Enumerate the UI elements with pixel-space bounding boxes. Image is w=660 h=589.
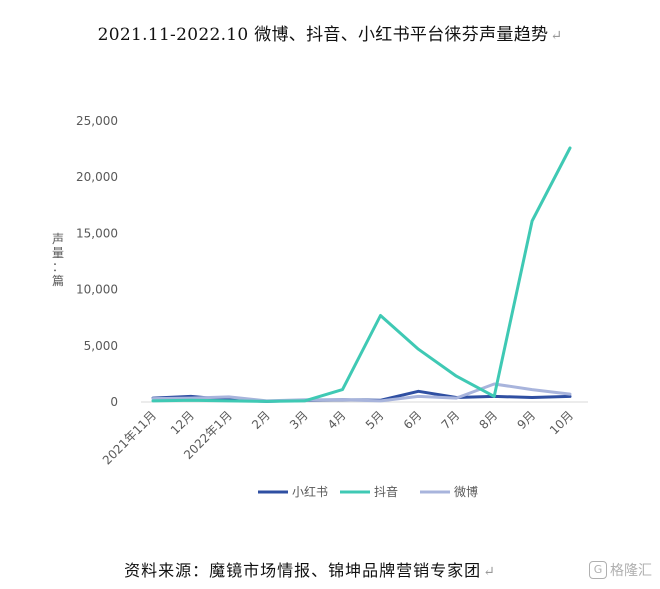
x-tick-label: 5月 — [363, 408, 387, 432]
y-axis-title-char: 量 — [52, 246, 64, 260]
y-axis-title-char: 篇 — [52, 273, 64, 288]
watermark-logo-icon: G — [589, 561, 607, 579]
series-line-抖音 — [151, 146, 572, 403]
y-axis-title-char: ： — [52, 260, 64, 274]
x-tick-label: 3月 — [287, 408, 311, 432]
y-tick-label: 25,000 — [76, 114, 118, 128]
y-axis-title-char: 声 — [52, 232, 64, 246]
x-tick-label: 10月 — [547, 408, 576, 437]
series-line-微博 — [151, 382, 572, 403]
paragraph-return-icon: ↵ — [550, 28, 563, 44]
x-tick-label: 12月 — [168, 408, 197, 437]
x-tick-label: 6月 — [401, 408, 425, 432]
x-tick-label: 9月 — [514, 408, 538, 432]
x-tick-label: 4月 — [325, 408, 349, 432]
source-note-text: 资料来源：魔镜市场情报、锦坤品牌营销专家团 — [124, 561, 482, 580]
paragraph-return-icon: ↵ — [483, 564, 496, 580]
x-tick-label: 2月 — [249, 408, 273, 432]
y-tick-label: 20,000 — [76, 170, 118, 184]
x-tick-label: 8月 — [477, 408, 501, 432]
document-title-text: 2021.11-2022.10 微博、抖音、小红书平台徕芬声量趋势 — [97, 25, 549, 45]
document-title: 2021.11-2022.10 微博、抖音、小红书平台徕芬声量趋势 ↵ — [0, 20, 660, 45]
watermark: G 格隆汇 — [589, 560, 652, 580]
line-chart: 0 5,000 10,000 15,000 20,000 25,000 声量：篇 2021… — [52, 114, 588, 499]
y-tick-label: 5,000 — [84, 339, 118, 353]
source-note: 资料来源：魔镜市场情报、锦坤品牌营销专家团 ↵ — [0, 557, 620, 581]
legend-label: 小红书 — [292, 484, 328, 499]
watermark-text: 格隆汇 — [610, 563, 652, 579]
legend-label: 抖音 — [374, 484, 398, 499]
y-tick-label: 10,000 — [76, 283, 118, 297]
y-axis-tick-labels: 0 5,000 10,000 15,000 20,000 25,000 — [76, 114, 118, 409]
y-tick-label: 15,000 — [76, 226, 118, 240]
y-tick-label: 0 — [110, 395, 118, 409]
x-tick-label: 2021年11月 — [100, 408, 159, 467]
series-lines — [151, 146, 572, 403]
legend-label: 微博 — [454, 484, 478, 499]
chart-legend: 小红书 抖音 微博 — [258, 484, 478, 499]
x-tick-label: 7月 — [439, 408, 463, 432]
y-axis-title: 声量：篇 — [52, 232, 64, 288]
